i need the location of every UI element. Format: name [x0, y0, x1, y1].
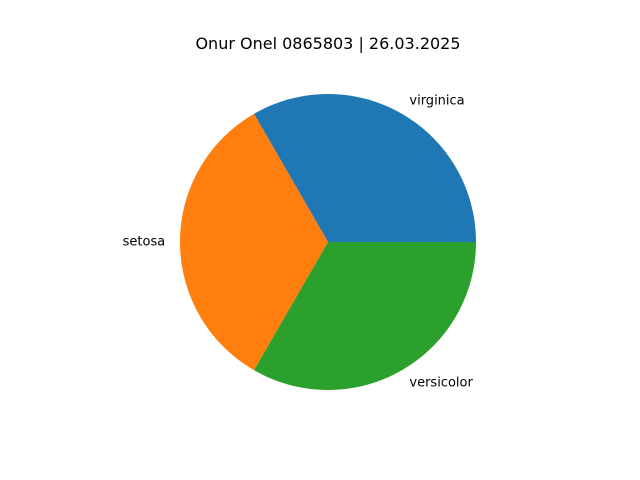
pie-slices: [180, 94, 476, 390]
pie-slice-virginica: [254, 94, 476, 242]
pie-slice-setosa: [180, 113, 328, 371]
pie-label-virginica: virginica: [409, 94, 464, 109]
pie-label-versicolor: versicolor: [409, 375, 473, 390]
pie-slice-versicolor: [254, 242, 476, 390]
pie-labels: virginica setosa versicolor: [123, 94, 474, 391]
chart-title: Onur Onel 0865803 | 26.03.2025: [195, 34, 460, 53]
pie-label-setosa: setosa: [123, 235, 166, 250]
